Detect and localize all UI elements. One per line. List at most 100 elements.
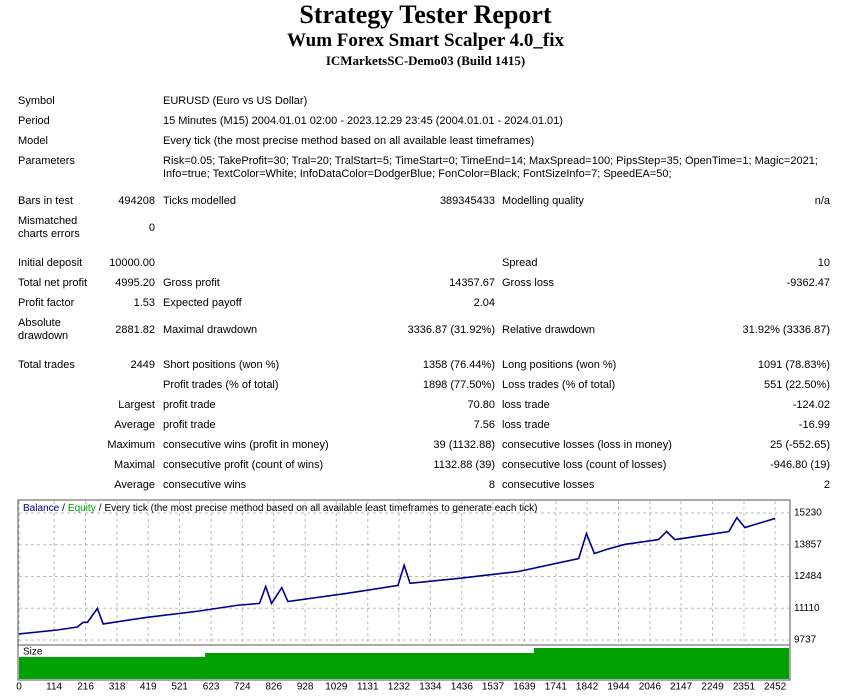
legend-entry: /: [99, 503, 102, 514]
cell: profit trade: [163, 399, 216, 411]
cell: 2449: [130, 359, 155, 371]
cell: 70.80: [467, 399, 495, 411]
cell: consecutive losses: [502, 479, 595, 491]
cell: Spread: [502, 257, 538, 269]
cell: profit trade: [163, 419, 216, 431]
x-tick-label: 0: [16, 682, 22, 693]
cell: n/a: [814, 195, 830, 207]
x-tick-label: 318: [109, 682, 126, 693]
y-tick-label: 9737: [794, 635, 817, 646]
cell: 39 (1132.88): [433, 439, 495, 451]
cell: 551 (22.50%): [763, 379, 830, 391]
x-tick-label: 1436: [451, 682, 474, 693]
cell: 25 (-552.65): [770, 439, 830, 451]
cell: Period: [18, 115, 50, 127]
legend: Balance / Equity / Every tick (the most prec…: [23, 503, 537, 514]
cell: EURUSD (Euro vs US Dollar): [163, 95, 308, 107]
legend-entry: /: [62, 503, 65, 514]
x-tick-label: 2351: [733, 682, 756, 693]
cell: consecutive loss (count of losses): [502, 459, 667, 471]
legend-entry: Every tick (the most precise method base…: [105, 503, 538, 514]
cell: Risk=0.05; TakeProfit=30; Tral=20; TralS…: [163, 155, 818, 180]
cell: 14357.67: [449, 277, 495, 289]
cell: loss trade: [502, 399, 550, 411]
cell: -946.80 (19): [770, 459, 830, 471]
cell: 10000.00: [109, 257, 155, 269]
cell: 4995.20: [115, 277, 155, 289]
cell: -9362.47: [786, 277, 830, 289]
cell: consecutive wins: [163, 479, 247, 491]
cell: Average: [114, 419, 155, 431]
x-tick-label: 216: [77, 682, 94, 693]
cell: 389345433: [439, 195, 495, 207]
x-tick-label: 1537: [482, 682, 505, 693]
cell: loss trade: [502, 419, 550, 431]
x-tick-label: 826: [265, 682, 282, 693]
cell: consecutive wins (profit in money): [163, 439, 329, 451]
cell: Largest: [118, 399, 155, 411]
cell: Loss trades (% of total): [502, 379, 616, 391]
cell: 0: [148, 221, 155, 234]
y-tick-label: 12484: [794, 571, 822, 582]
cell: -16.99: [798, 419, 830, 431]
cell: Short positions (won %): [163, 359, 280, 371]
cell: 10: [817, 257, 830, 269]
cell: Initial deposit: [18, 257, 83, 269]
x-tick-label: 1741: [545, 682, 568, 693]
x-tick-label: 2046: [639, 682, 662, 693]
cell: Maximal drawdown: [163, 323, 258, 336]
plot-frame: [17, 499, 791, 646]
subtitle: Wum Forex Smart Scalper 4.0_fix: [286, 30, 565, 51]
size-bar: [534, 648, 789, 679]
cell: 2: [823, 479, 830, 491]
y-tick-label: 11110: [794, 603, 820, 614]
x-tick-label: 2452: [764, 682, 787, 693]
cell: Total trades: [18, 359, 75, 371]
cell: Total net profit: [18, 277, 88, 289]
cell: consecutive profit (count of wins): [163, 459, 324, 471]
cell: Profit factor: [18, 297, 75, 309]
cell: Absolute drawdown: [18, 317, 69, 342]
account: ICMarketsSC-Demo03 (Build 1415): [325, 53, 526, 68]
x-tick-label: 1029: [325, 682, 348, 693]
x-tick-label: 724: [234, 682, 251, 693]
balance-line: [18, 516, 776, 635]
cell: 7.56: [473, 419, 495, 431]
cell: -124.02: [792, 399, 830, 411]
x-tick-label: 1944: [607, 682, 630, 693]
x-tick-label: 928: [297, 682, 314, 693]
cell: Every tick (the most precise method base…: [163, 135, 535, 147]
cell: Symbol: [18, 95, 55, 107]
cell: 2.04: [473, 297, 495, 309]
y-tick-label: 13857: [794, 539, 822, 550]
x-tick-label: 2249: [701, 682, 724, 693]
size-bar: [205, 653, 534, 679]
cell: Profit trades (% of total): [163, 379, 279, 391]
cell: Bars in test: [18, 195, 74, 207]
cell: Model: [18, 135, 48, 147]
cell: 494208: [118, 195, 155, 207]
size-label: Size: [23, 647, 43, 658]
cell: Average: [114, 479, 155, 491]
x-tick-label: 623: [203, 682, 220, 693]
x-tick-label: 521: [171, 682, 188, 693]
cell: Maximal: [114, 459, 155, 471]
legend-entry: Balance: [23, 503, 60, 514]
x-tick-label: 1131: [357, 682, 379, 693]
cell: Long positions (won %): [502, 359, 617, 371]
x-tick-label: 114: [46, 682, 62, 693]
cell: Ticks modelled: [163, 195, 236, 207]
cell: Relative drawdown: [502, 323, 595, 336]
title: Strategy Tester Report: [299, 0, 552, 29]
cell: Expected payoff: [163, 297, 242, 309]
cell: Gross loss: [502, 277, 554, 289]
cell: Parameters: [18, 155, 75, 167]
cell: Modelling quality: [502, 195, 584, 207]
cell: 3336.87 (31.92%): [407, 323, 495, 336]
cell: 1132.88 (39): [433, 459, 495, 471]
x-tick-label: 1842: [576, 682, 599, 693]
y-tick-label: 15230: [794, 508, 822, 519]
